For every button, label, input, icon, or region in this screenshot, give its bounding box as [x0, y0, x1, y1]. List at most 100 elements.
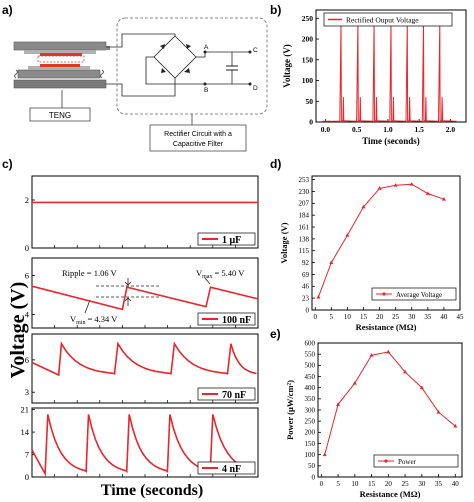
- panel-e-ytick-label: 0: [312, 473, 316, 481]
- panel-d-xtick-label: 25: [392, 313, 400, 321]
- panel-e-ytick-label: 450: [305, 373, 316, 381]
- panel-b-plot-frame: [315, 9, 467, 123]
- teng-label-box: [29, 107, 91, 122]
- panel-c4-legend-label: 4 nF: [222, 464, 241, 475]
- panel-d-data-point: [316, 294, 321, 299]
- panel-d-xtick-label: 35: [424, 313, 432, 321]
- vmin-label: Vmin = 4.34 V: [70, 314, 118, 326]
- vmin-symbol: V: [70, 314, 77, 324]
- panel-b-xlabel: Time (seconds): [362, 136, 420, 146]
- panel-b-xtick-label: 1.5: [414, 125, 424, 134]
- panel-d-data-point: [441, 196, 446, 201]
- vmax-arrow: [204, 277, 211, 285]
- caption-line-1: Rectifier Circuit with a: [164, 131, 232, 138]
- panel-c3-series-line: [31, 341, 257, 377]
- panel-e-data-point: [419, 385, 424, 390]
- panel-d-xtick-label: 0: [313, 313, 317, 321]
- panel-d-xtick-label: 40: [440, 313, 448, 321]
- panel-d-ytick-label: 207: [299, 200, 310, 208]
- wire-bridge-top: [160, 33, 176, 36]
- panel-d-data-point: [377, 186, 382, 190]
- panel-e-ytick-label: 300: [305, 406, 316, 414]
- wire-bottom: [106, 83, 160, 97]
- panel-e-legend-marker: [384, 459, 388, 463]
- panel-e-data-point: [386, 349, 391, 354]
- vmin-arrow: [84, 299, 91, 314]
- vmin-subscript: min: [76, 320, 85, 326]
- panel-d-data-point: [361, 204, 366, 209]
- panel-b-xtick-label: 0.5: [352, 125, 362, 134]
- panel-e-ytick-label: 550: [305, 351, 316, 359]
- panel-e-xtick-label: 40: [452, 480, 460, 488]
- panel-d-ytick-label: 161: [299, 223, 310, 231]
- panel-c2-ytick-label: 6: [25, 271, 29, 281]
- panel-c1-ytick-label: 0: [25, 243, 29, 253]
- panel-b-ytick-label: 0: [309, 118, 313, 127]
- panel-c2-legend-box: [197, 312, 256, 326]
- panel-e-xtick-label: 20: [385, 480, 393, 488]
- panel-c-xlabel: Time (seconds): [101, 482, 203, 499]
- node-c-dot: [248, 50, 252, 54]
- node-d-label: D: [253, 85, 258, 92]
- panel-d-ytick-label: 0: [306, 306, 310, 314]
- panel-d-ytick-label: 92: [302, 259, 310, 267]
- panel-label-e: e): [270, 327, 281, 341]
- panel-e-data-point: [369, 353, 374, 357]
- ripple-annotations: Ripple = 1.06 V Vmax = 5.40 V Vmin = 4.34 …: [62, 268, 245, 326]
- panel-c4-ytick-label: 7: [25, 450, 29, 460]
- upper-film: [40, 53, 82, 56]
- lower-plate-top: [17, 69, 101, 79]
- panel-e-ylabel: Power (μW/cm²): [285, 380, 295, 440]
- vmax-subscript: max: [202, 274, 212, 280]
- rectifier-circuit: A B C D Rectifier Circuit with a Capacit…: [116, 17, 268, 152]
- panel-e-ytick-label: 50: [308, 462, 316, 470]
- panel-e-xtick-label: 10: [351, 480, 359, 488]
- panel-d-xtick-label: 45: [457, 313, 465, 321]
- panel-c4-series-line: [31, 414, 256, 477]
- panel-c3-ytick-label: 3: [25, 387, 29, 397]
- panel-c4-legend-box: [197, 461, 256, 475]
- panel-b-ytick-label: 50: [306, 97, 314, 106]
- panel-d-xtick-label: 5: [330, 313, 334, 321]
- panel-d-ytick-label: 46: [302, 283, 310, 291]
- panel-c2-series-line: [31, 285, 259, 311]
- node-a-label: A: [204, 44, 209, 51]
- panel-b-ytick-label: 200: [302, 35, 314, 44]
- rectifier-enclosure: [116, 17, 268, 115]
- panel-b-legend-box: [323, 12, 453, 27]
- panel-d-xtick-label: 30: [408, 313, 416, 321]
- ripple-label: Ripple = 1.06 V: [62, 268, 118, 278]
- panel-c1-ytick-label: 2: [25, 195, 29, 205]
- panel-e-xlabel: Resistance (MΩ): [360, 489, 421, 499]
- panel-d-ytick-label: 230: [299, 188, 310, 196]
- panel-label-a: a): [2, 3, 13, 17]
- panel-label-d: d): [270, 157, 281, 171]
- panel-d-data-point: [329, 260, 334, 264]
- node-c-label: C: [253, 47, 258, 54]
- panel-b-ytick-label: 150: [302, 55, 314, 64]
- vmin-value: = 4.34 V: [87, 314, 118, 324]
- panel-d-ytick-label: 184: [299, 212, 310, 220]
- panel-e-ytick-label: 400: [305, 384, 316, 392]
- lower-electrode: [28, 66, 90, 70]
- panel-e-ytick-label: 500: [305, 362, 316, 370]
- ripple-arrow-up: [124, 297, 132, 306]
- vmax-value: = 5.40 V: [214, 268, 245, 278]
- node-d-dot: [248, 82, 252, 86]
- panel-b-xtick-label: 2.0: [446, 125, 456, 134]
- panel-e-data-point: [352, 381, 357, 385]
- panel-e-data-point: [453, 423, 458, 428]
- panel-e-series-line: [324, 351, 456, 455]
- panel-b-series-line: [322, 22, 457, 122]
- panel-c3-legend-label: 70 nF: [222, 390, 246, 401]
- panel-b-ytick-label: 250: [302, 14, 314, 23]
- panel-c4-ytick-label: 0: [25, 472, 29, 482]
- panel-c3-legend-box: [197, 387, 256, 401]
- panel-d-ytick-label: 253: [299, 176, 310, 184]
- panel-d-data-point: [393, 183, 398, 187]
- panel-c4-ytick-label: 14: [21, 427, 30, 437]
- panel-b-xtick-label: 1.0: [383, 125, 393, 134]
- teng-schematic: TENG: [13, 33, 160, 122]
- panel-e-ytick-label: 200: [305, 429, 316, 437]
- panel-c2-legend-label: 100 nF: [222, 315, 251, 326]
